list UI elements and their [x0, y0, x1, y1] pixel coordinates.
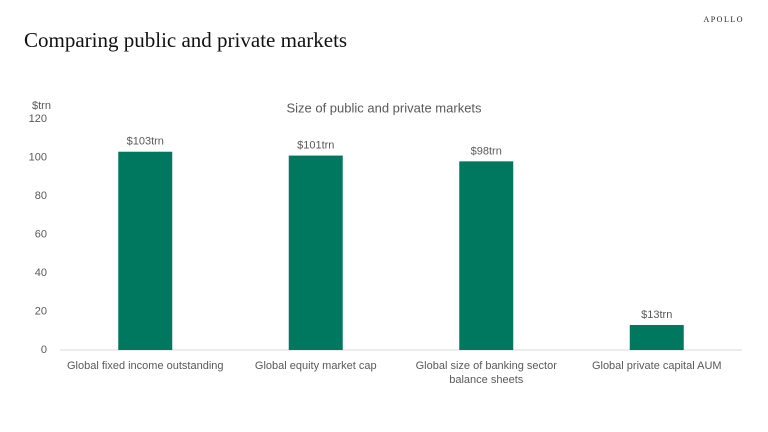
y-tick-label: 20 — [35, 305, 47, 317]
y-tick-label: 60 — [35, 228, 47, 240]
brand: APOLLO — [703, 15, 744, 24]
bar — [288, 155, 343, 350]
y-tick-label: 100 — [29, 151, 47, 163]
x-tick-label: Global equity market cap — [254, 360, 377, 372]
chart-title: Size of public and private markets — [286, 100, 482, 115]
x-tick-label: Global size of banking sector balance sh… — [415, 360, 557, 386]
value-label: $13trn — [641, 309, 672, 321]
value-label: $103trn — [127, 136, 164, 148]
bar — [629, 324, 684, 350]
value-label: $98trn — [471, 145, 502, 157]
y-tick-label: 0 — [41, 344, 47, 356]
y-tick-label: 40 — [35, 267, 47, 279]
x-tick-label: Global fixed income outstanding — [66, 360, 224, 372]
page-title: Comparing public and private markets — [24, 28, 348, 52]
bar — [118, 151, 173, 350]
x-tick-label: Global private capital AUM — [591, 360, 722, 372]
y-axis-label: $trn — [32, 100, 51, 112]
bar — [459, 161, 514, 350]
y-tick-label: 80 — [35, 190, 47, 202]
y-tick-label: 120 — [29, 113, 47, 125]
value-label: $101trn — [297, 139, 334, 151]
